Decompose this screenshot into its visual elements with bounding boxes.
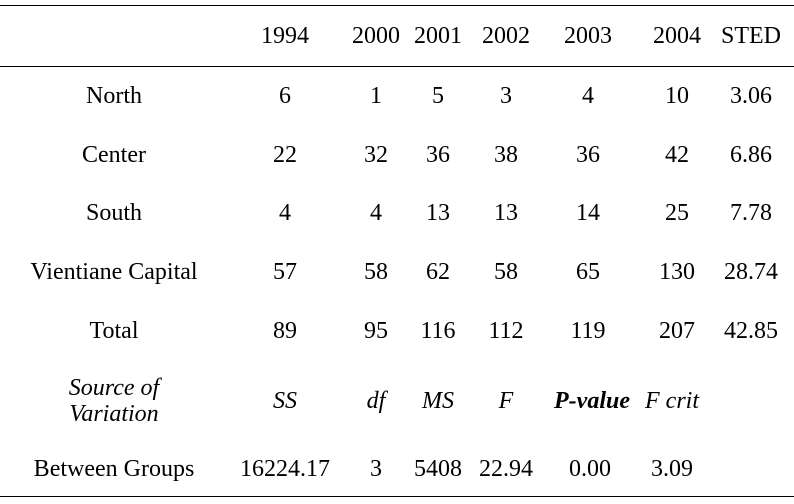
table-cell: 25 — [665, 200, 689, 226]
header-cell-2004: 2004 — [653, 23, 701, 49]
table-cell: 3 — [500, 83, 512, 109]
row-label: Vientiane Capital — [30, 259, 198, 285]
header-cell-2003: 2003 — [564, 23, 612, 49]
table-cell: 130 — [659, 259, 695, 285]
anova-header-cell: F — [498, 388, 514, 414]
top-rule — [0, 5, 794, 6]
table-cell: 4 — [582, 83, 594, 109]
anova-label-line: Variation — [69, 401, 159, 427]
anova-header-cell: F crit — [645, 388, 699, 414]
table-cell: 32 — [364, 142, 388, 168]
anova-source-of-variation-label: Source of Variation — [69, 375, 159, 427]
header-rule — [0, 66, 794, 67]
table-cell: 14 — [576, 200, 600, 226]
table-cell: 5 — [432, 83, 444, 109]
anova-cell: 3 — [370, 456, 382, 482]
table-cell: 119 — [570, 318, 606, 344]
table-cell: 58 — [364, 259, 388, 285]
header-cell-2000: 2000 — [352, 23, 400, 49]
table-cell: 42.85 — [724, 318, 778, 344]
table-cell: 4 — [370, 200, 382, 226]
table-cell: 36 — [426, 142, 450, 168]
table-cell: 95 — [364, 318, 388, 344]
table-cell: 22 — [273, 142, 297, 168]
header-cell-2002: 2002 — [482, 23, 530, 49]
table-cell: 36 — [576, 142, 600, 168]
header-cell-sted: STED — [721, 23, 781, 49]
table-cell: 6.86 — [730, 142, 772, 168]
anova-label-line: Source of — [68, 375, 160, 401]
bottom-rule — [0, 496, 794, 497]
table-cell: 62 — [426, 259, 450, 285]
row-label: South — [85, 200, 143, 226]
table-cell: 7.78 — [730, 200, 772, 226]
table-cell: 28.74 — [724, 259, 778, 285]
anova-header-cell: df — [366, 388, 386, 414]
table-cell: 57 — [273, 259, 297, 285]
header-cell-2001: 2001 — [414, 23, 462, 49]
table-cell: 42 — [665, 142, 689, 168]
table-cell: 1 — [370, 83, 382, 109]
anova-header-cell: SS — [273, 388, 297, 414]
anova-cell: 5408 — [414, 456, 462, 482]
table-cell: 13 — [426, 200, 450, 226]
anova-row-label: Between Groups — [33, 456, 195, 482]
row-label: Center — [82, 142, 146, 168]
row-label: Total — [89, 318, 139, 344]
table-cell: 58 — [494, 259, 518, 285]
table-cell: 10 — [665, 83, 689, 109]
table-cell: 3.06 — [730, 83, 772, 109]
anova-header-cell: P-value — [554, 388, 630, 414]
header-cell-1994: 1994 — [261, 23, 309, 49]
table-cell: 38 — [494, 142, 518, 168]
anova-cell: 0.00 — [569, 456, 611, 482]
table-cell: 4 — [279, 200, 291, 226]
anova-header-cell: MS — [422, 388, 454, 414]
row-label: North — [86, 83, 142, 109]
anova-cell: 3.09 — [651, 456, 693, 482]
table-cell: 13 — [494, 200, 518, 226]
table-cell: 89 — [273, 318, 297, 344]
table-cell: 116 — [420, 318, 456, 344]
anova-cell: 22.94 — [479, 456, 533, 482]
table-cell: 207 — [659, 318, 695, 344]
table-cell: 65 — [576, 259, 600, 285]
table-cell: 6 — [279, 83, 291, 109]
table-cell: 112 — [488, 318, 524, 344]
anova-cell: 16224.17 — [240, 456, 330, 482]
